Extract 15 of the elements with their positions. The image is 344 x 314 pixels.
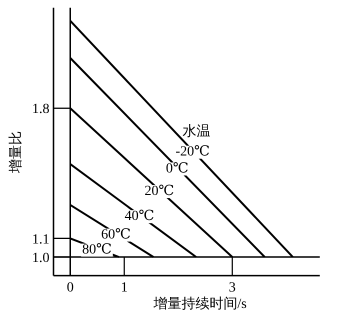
series-label: -20℃ <box>175 144 210 160</box>
x-tick-label: 0 <box>66 280 74 296</box>
legend-title: 水温 <box>182 124 211 140</box>
series-label: 40℃ <box>124 209 154 224</box>
series-label: 0℃ <box>166 161 189 176</box>
y-tick-label: 1.0 <box>32 251 50 266</box>
y-axis-title: 增量比 <box>8 131 24 174</box>
y-tick-label: 1.8 <box>32 102 50 118</box>
series-label: 20℃ <box>144 184 174 200</box>
x-axis-title: 增量持续时间/s <box>152 296 247 312</box>
series-label: 60℃ <box>101 228 131 243</box>
x-tick-label: 1 <box>120 280 128 296</box>
y-tick-label: 1.1 <box>32 232 50 248</box>
series-label: 80℃ <box>82 242 112 258</box>
x-tick-label: 3 <box>228 280 236 296</box>
